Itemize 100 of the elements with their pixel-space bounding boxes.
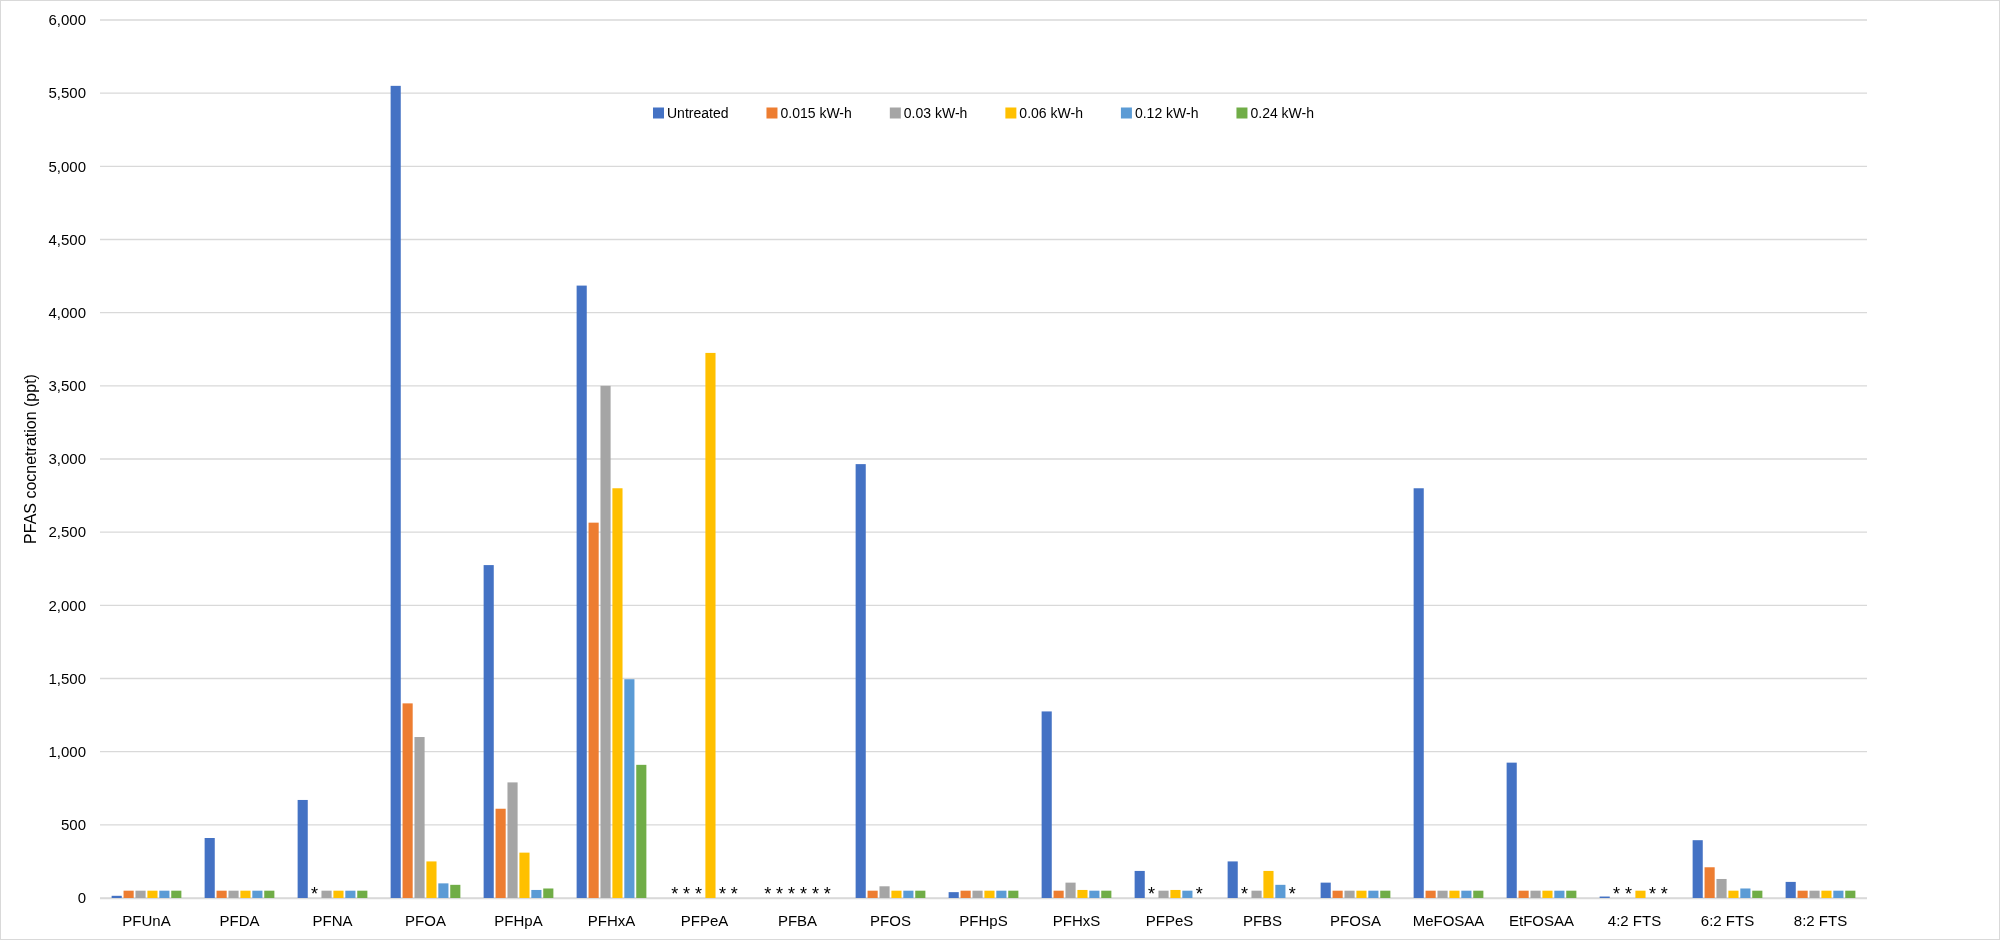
bar xyxy=(495,808,506,898)
bar xyxy=(426,861,437,898)
bar xyxy=(204,838,215,898)
y-tick-label: 3,500 xyxy=(48,377,86,395)
bar xyxy=(321,890,332,898)
bar xyxy=(450,884,461,898)
bar xyxy=(123,890,134,898)
bar xyxy=(1437,890,1448,898)
y-tick-label: 1,000 xyxy=(48,742,86,760)
x-tick-label: PFUnA xyxy=(122,911,171,929)
bar xyxy=(1506,762,1517,898)
bar xyxy=(1332,890,1343,898)
bar xyxy=(1158,890,1169,898)
bar xyxy=(879,886,890,898)
x-tick-label: EtFOSAA xyxy=(1508,911,1575,929)
bar xyxy=(984,890,995,898)
x-tick-label: PFDA xyxy=(219,911,260,929)
legend-label: 0.015 kW-h xyxy=(780,105,852,121)
bar xyxy=(1809,890,1820,898)
bar xyxy=(1704,867,1715,898)
bar xyxy=(612,488,623,898)
bar xyxy=(519,852,530,898)
bar xyxy=(948,892,959,898)
bar xyxy=(1449,890,1460,898)
bar xyxy=(1320,882,1331,898)
text: * xyxy=(1195,884,1203,904)
bar xyxy=(1227,861,1238,898)
bar xyxy=(1053,890,1064,898)
bar xyxy=(1275,884,1286,898)
bar xyxy=(240,890,251,898)
legend-label: Untreated xyxy=(666,105,729,121)
bar xyxy=(1518,890,1529,898)
x-tick-label: PFOA xyxy=(405,911,446,929)
bar xyxy=(264,890,275,898)
bar xyxy=(1728,890,1739,898)
bar xyxy=(1554,890,1565,898)
bar xyxy=(111,895,122,898)
x-tick-label: PFPeA xyxy=(680,911,729,929)
text: * xyxy=(823,884,831,904)
bar xyxy=(855,464,866,898)
text: * xyxy=(695,884,703,904)
bar xyxy=(1542,890,1553,898)
bar xyxy=(402,703,413,898)
bar xyxy=(228,890,239,898)
bar xyxy=(996,890,1007,898)
y-tick-label: 6,000 xyxy=(48,11,86,29)
text: * xyxy=(1148,884,1156,904)
bar xyxy=(1101,890,1112,898)
bar xyxy=(357,890,368,898)
bar xyxy=(1566,890,1577,898)
bar xyxy=(1041,711,1052,898)
bar xyxy=(972,890,983,898)
text: * xyxy=(764,884,772,904)
bar xyxy=(1065,882,1076,898)
bar xyxy=(390,85,401,898)
x-tick-label: PFBS xyxy=(1242,911,1283,929)
bar xyxy=(588,522,599,898)
bar xyxy=(960,890,971,898)
bar xyxy=(1716,878,1727,898)
bar xyxy=(147,890,158,898)
text: * xyxy=(1660,884,1668,904)
x-tick-label: PFHpA xyxy=(494,911,543,929)
bar xyxy=(171,890,182,898)
bar xyxy=(1785,881,1796,898)
y-tick-label: 500 xyxy=(60,816,86,834)
y-tick-label: 4,000 xyxy=(48,303,86,321)
y-tick-label: 0 xyxy=(77,889,86,907)
bar xyxy=(159,890,170,898)
bar xyxy=(903,890,914,898)
bar xyxy=(1251,890,1262,898)
legend-label: 0.06 kW-h xyxy=(1019,105,1083,121)
text: * xyxy=(718,884,726,904)
text: * xyxy=(788,884,796,904)
bar xyxy=(1740,888,1751,898)
bar xyxy=(891,890,902,898)
x-tick-label: 8:2 FTS xyxy=(1793,911,1848,929)
bar xyxy=(483,565,494,898)
text: * xyxy=(311,884,319,904)
x-tick-label: PFHpS xyxy=(959,911,1008,929)
text: * xyxy=(776,884,784,904)
bar xyxy=(1134,870,1145,898)
bar xyxy=(1692,840,1703,898)
bar xyxy=(705,352,716,898)
legend-label: 0.24 kW-h xyxy=(1250,105,1315,121)
bar xyxy=(576,285,587,898)
text: * xyxy=(683,884,691,904)
text: * xyxy=(1288,884,1296,904)
bar xyxy=(1473,890,1484,898)
text: * xyxy=(1241,884,1249,904)
bar xyxy=(297,799,308,898)
x-tick-label: PFOSA xyxy=(1330,911,1381,929)
bar xyxy=(1089,890,1100,898)
bar xyxy=(1170,889,1181,898)
bar xyxy=(636,764,647,898)
x-tick-label: PFOS xyxy=(870,911,911,929)
text: * xyxy=(811,884,819,904)
bar xyxy=(1077,889,1088,898)
bar xyxy=(600,385,611,898)
y-tick-label: 3,000 xyxy=(48,450,86,468)
text: * xyxy=(1648,884,1656,904)
